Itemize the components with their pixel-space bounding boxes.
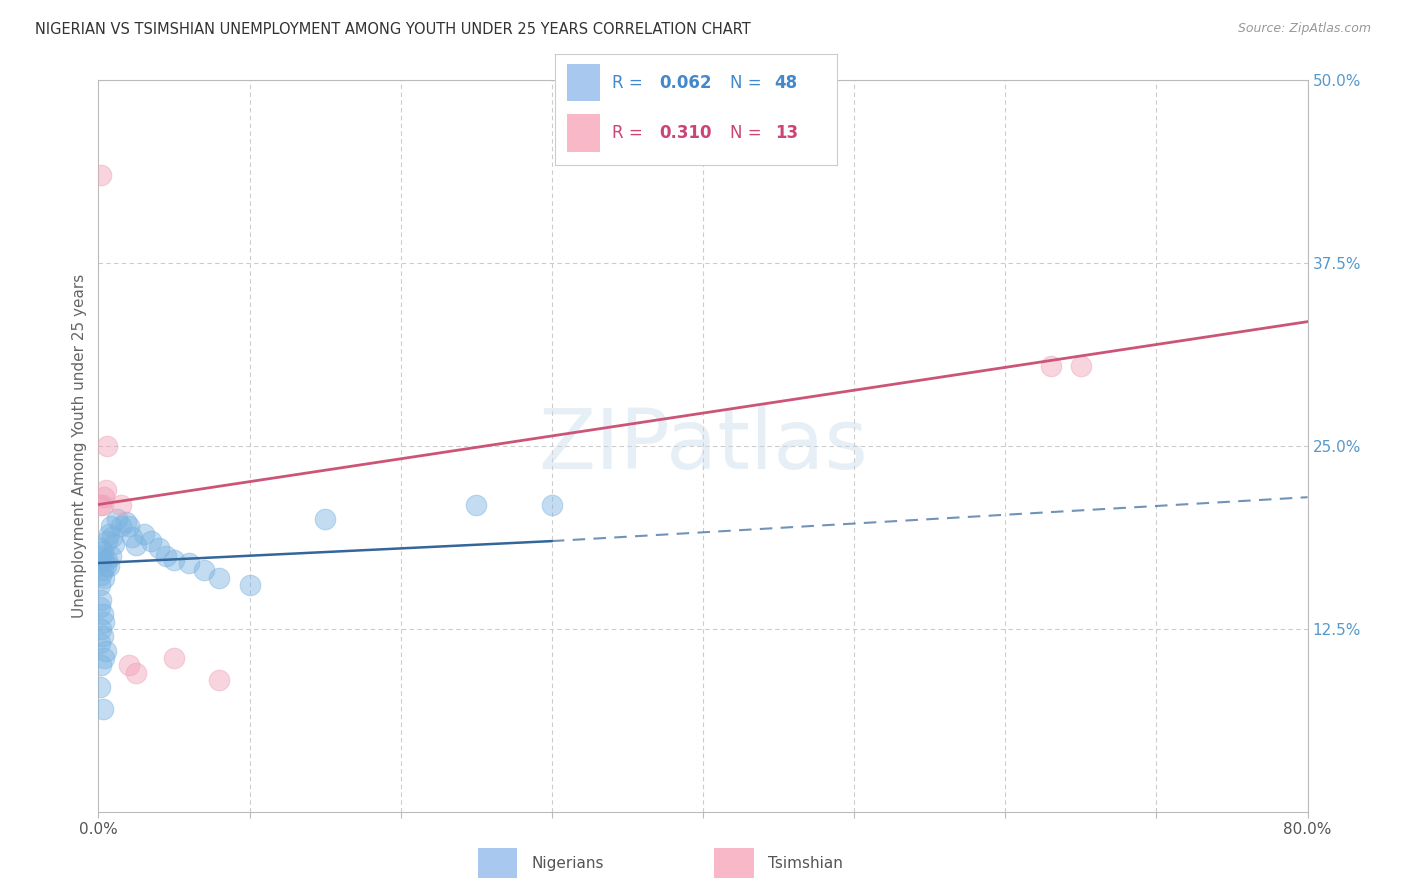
Text: 48: 48 [775, 73, 797, 92]
Point [1070, 359, 1092, 373]
Point [100, 549, 122, 563]
Point [89, 498, 111, 512]
Point [90, 592, 112, 607]
Point [132, 526, 155, 541]
Point [98, 558, 121, 573]
Point [540, 498, 562, 512]
Point [93, 490, 115, 504]
Point [90, 622, 112, 636]
Point [118, 658, 141, 673]
Point [118, 519, 141, 533]
Bar [478, 848, 517, 878]
Point [98, 526, 121, 541]
Point [93, 551, 115, 566]
Point [208, 571, 231, 585]
Point [114, 515, 136, 529]
Text: N =: N = [730, 73, 761, 92]
Bar [567, 63, 600, 102]
Point [91, 563, 114, 577]
Point [91, 607, 114, 622]
Point [208, 673, 231, 687]
Text: Source: ZipAtlas.com: Source: ZipAtlas.com [1237, 22, 1371, 36]
Text: R =: R = [612, 124, 643, 142]
Point [103, 537, 125, 551]
Point [96, 439, 118, 453]
Text: ZIPatlas: ZIPatlas [538, 406, 868, 486]
Point [91, 629, 114, 643]
Text: 0.062: 0.062 [659, 73, 711, 92]
Point [314, 512, 336, 526]
Point [89, 681, 111, 695]
Y-axis label: Unemployment Among Youth under 25 years: Unemployment Among Youth under 25 years [72, 274, 87, 618]
Point [179, 556, 201, 570]
Point [93, 615, 115, 629]
Point [96, 534, 118, 549]
Point [121, 530, 143, 544]
Point [125, 539, 148, 553]
Point [148, 541, 170, 556]
Point [239, 578, 262, 592]
Point [94, 644, 117, 658]
Point [125, 665, 148, 680]
Point [100, 519, 122, 533]
Text: 13: 13 [775, 124, 797, 142]
Bar [567, 114, 600, 152]
Point [110, 519, 132, 533]
Point [89, 578, 111, 592]
Point [90, 169, 112, 183]
Text: Tsimshian: Tsimshian [768, 855, 842, 871]
Point [90, 567, 112, 582]
Point [105, 512, 128, 526]
Point [110, 498, 132, 512]
Point [91, 544, 114, 558]
Point [101, 530, 124, 544]
Point [89, 599, 111, 614]
Point [91, 498, 114, 512]
Point [193, 563, 215, 577]
Text: Nigerians: Nigerians [531, 855, 605, 871]
Text: 0.310: 0.310 [659, 124, 711, 142]
Point [93, 571, 115, 585]
Point [89, 556, 111, 570]
Point [89, 636, 111, 650]
Bar [714, 848, 754, 878]
Point [155, 549, 177, 563]
Point [96, 553, 118, 567]
Text: N =: N = [730, 124, 761, 142]
Point [141, 534, 163, 549]
Text: R =: R = [612, 73, 643, 92]
Point [94, 558, 117, 573]
Point [94, 483, 117, 497]
Point [1039, 359, 1062, 373]
Point [90, 658, 112, 673]
Point [90, 549, 112, 563]
Point [90, 541, 112, 556]
Point [163, 651, 186, 665]
Text: NIGERIAN VS TSIMSHIAN UNEMPLOYMENT AMONG YOUTH UNDER 25 YEARS CORRELATION CHART: NIGERIAN VS TSIMSHIAN UNEMPLOYMENT AMONG… [35, 22, 751, 37]
Point [91, 702, 114, 716]
Point [93, 651, 115, 665]
Point [163, 553, 186, 567]
Point [465, 498, 488, 512]
